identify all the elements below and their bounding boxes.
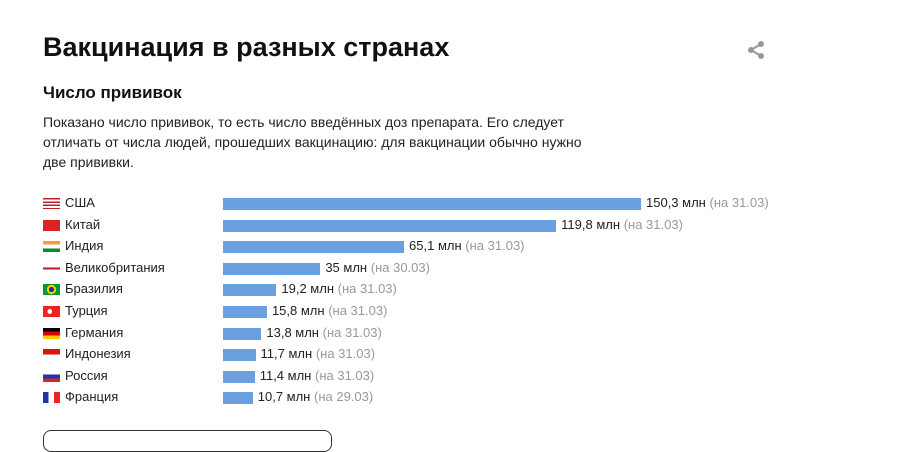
date-label: (на 31.03) (465, 238, 525, 254)
chart-row: Россия 11,4 млн (на 31.03) (43, 367, 903, 387)
category-label: Россия (65, 367, 108, 383)
flag-icon (43, 262, 60, 274)
flag-icon (43, 392, 60, 404)
date-label: (на 31.03) (315, 346, 376, 362)
value-text: 150,3 млн (646, 195, 706, 210)
flag-icon (43, 241, 60, 253)
bar (223, 392, 253, 405)
value-text: 119,8 млн (561, 216, 621, 232)
bar (223, 284, 277, 297)
value-label: 119,8 млн (на 31.03) (561, 217, 683, 232)
category-label: Турция (65, 303, 108, 318)
chart-row: Китай 119,8 млн (на 31.03) (43, 216, 903, 236)
value-text: 35 млн (325, 259, 368, 275)
date-label: (на 29.03) (314, 389, 374, 405)
category-label: Бразилия (65, 281, 123, 297)
date-label: (на 31.03) (337, 281, 397, 297)
date-label: (на 30.03) (370, 259, 430, 275)
date-label: (на 31.03) (709, 195, 769, 210)
bar (223, 306, 267, 318)
chart-row: США 150,3 млн (на 31.03) (43, 194, 903, 214)
chart-row: Индия 65,1 млн (на 31.03) (43, 237, 903, 257)
category-label: США (65, 195, 95, 210)
bar (223, 349, 256, 362)
flag-icon (43, 327, 60, 339)
flag-icon (43, 349, 60, 361)
chart-row: Турция 15,8 млн (на 31.03) (43, 302, 903, 322)
more-button[interactable] (43, 430, 332, 452)
value-text: 15,8 млн (271, 303, 325, 318)
flag-icon (43, 370, 60, 382)
chart-row: Индонезия 11,7 млн (на 31.03) (43, 345, 903, 365)
share-icon[interactable] (746, 40, 766, 60)
value-label: 11,4 млн (на 31.03) (260, 368, 375, 383)
flag-icon (43, 219, 60, 231)
value-label: 65,1 млн (на 31.03) (409, 238, 524, 253)
date-label: (на 31.03) (322, 324, 382, 340)
value-text: 19,2 млн (281, 281, 335, 297)
value-text: 10,7 млн (257, 389, 311, 405)
chart-row: Бразилия 19,2 млн (на 31.03) (43, 280, 903, 300)
value-label: 15,8 млн (на 31.03) (272, 303, 387, 318)
value-label: 11,7 млн (на 31.03) (261, 346, 376, 361)
bar (223, 327, 262, 340)
value-text: 11,4 млн (259, 367, 312, 383)
chart-description: Показано число прививок, то есть число в… (43, 114, 582, 170)
category-label: Индонезия (65, 346, 131, 362)
chart-row: Германия 13,8 млн (на 31.03) (43, 324, 903, 344)
value-label: 150,3 млн (на 31.03) (646, 195, 769, 210)
chart-subtitle: Число прививок (43, 83, 182, 102)
chart-row: Великобритания 35 млн (на 30.03) (43, 259, 903, 279)
chart-row: Франция 10,7 млн (на 29.03) (43, 388, 903, 408)
date-label: (на 31.03) (328, 303, 388, 318)
category-label: Китай (65, 216, 101, 232)
value-label: 10,7 млн (на 29.03) (258, 389, 373, 404)
bar (223, 219, 557, 232)
category-label: Великобритания (65, 259, 165, 275)
value-text: 11,7 млн (260, 346, 313, 362)
bar (223, 198, 641, 210)
value-label: 35 млн (на 30.03) (325, 260, 430, 275)
date-label: (на 31.03) (623, 216, 683, 232)
value-text: 65,1 млн (409, 238, 462, 254)
bar (223, 370, 255, 383)
value-text: 13,8 млн (266, 324, 319, 340)
date-label: (на 31.03) (314, 367, 375, 383)
bar (223, 262, 321, 275)
flag-icon (43, 284, 60, 296)
category-label: Франция (65, 389, 119, 405)
category-label: Германия (65, 324, 124, 340)
bar (223, 241, 405, 254)
page-title: Вакцинация в разных странах (43, 32, 450, 62)
value-label: 19,2 млн (на 31.03) (281, 281, 396, 296)
category-label: Индия (65, 238, 104, 254)
value-label: 13,8 млн (на 31.03) (266, 325, 381, 340)
flag-icon (43, 198, 60, 209)
flag-icon (43, 306, 60, 317)
